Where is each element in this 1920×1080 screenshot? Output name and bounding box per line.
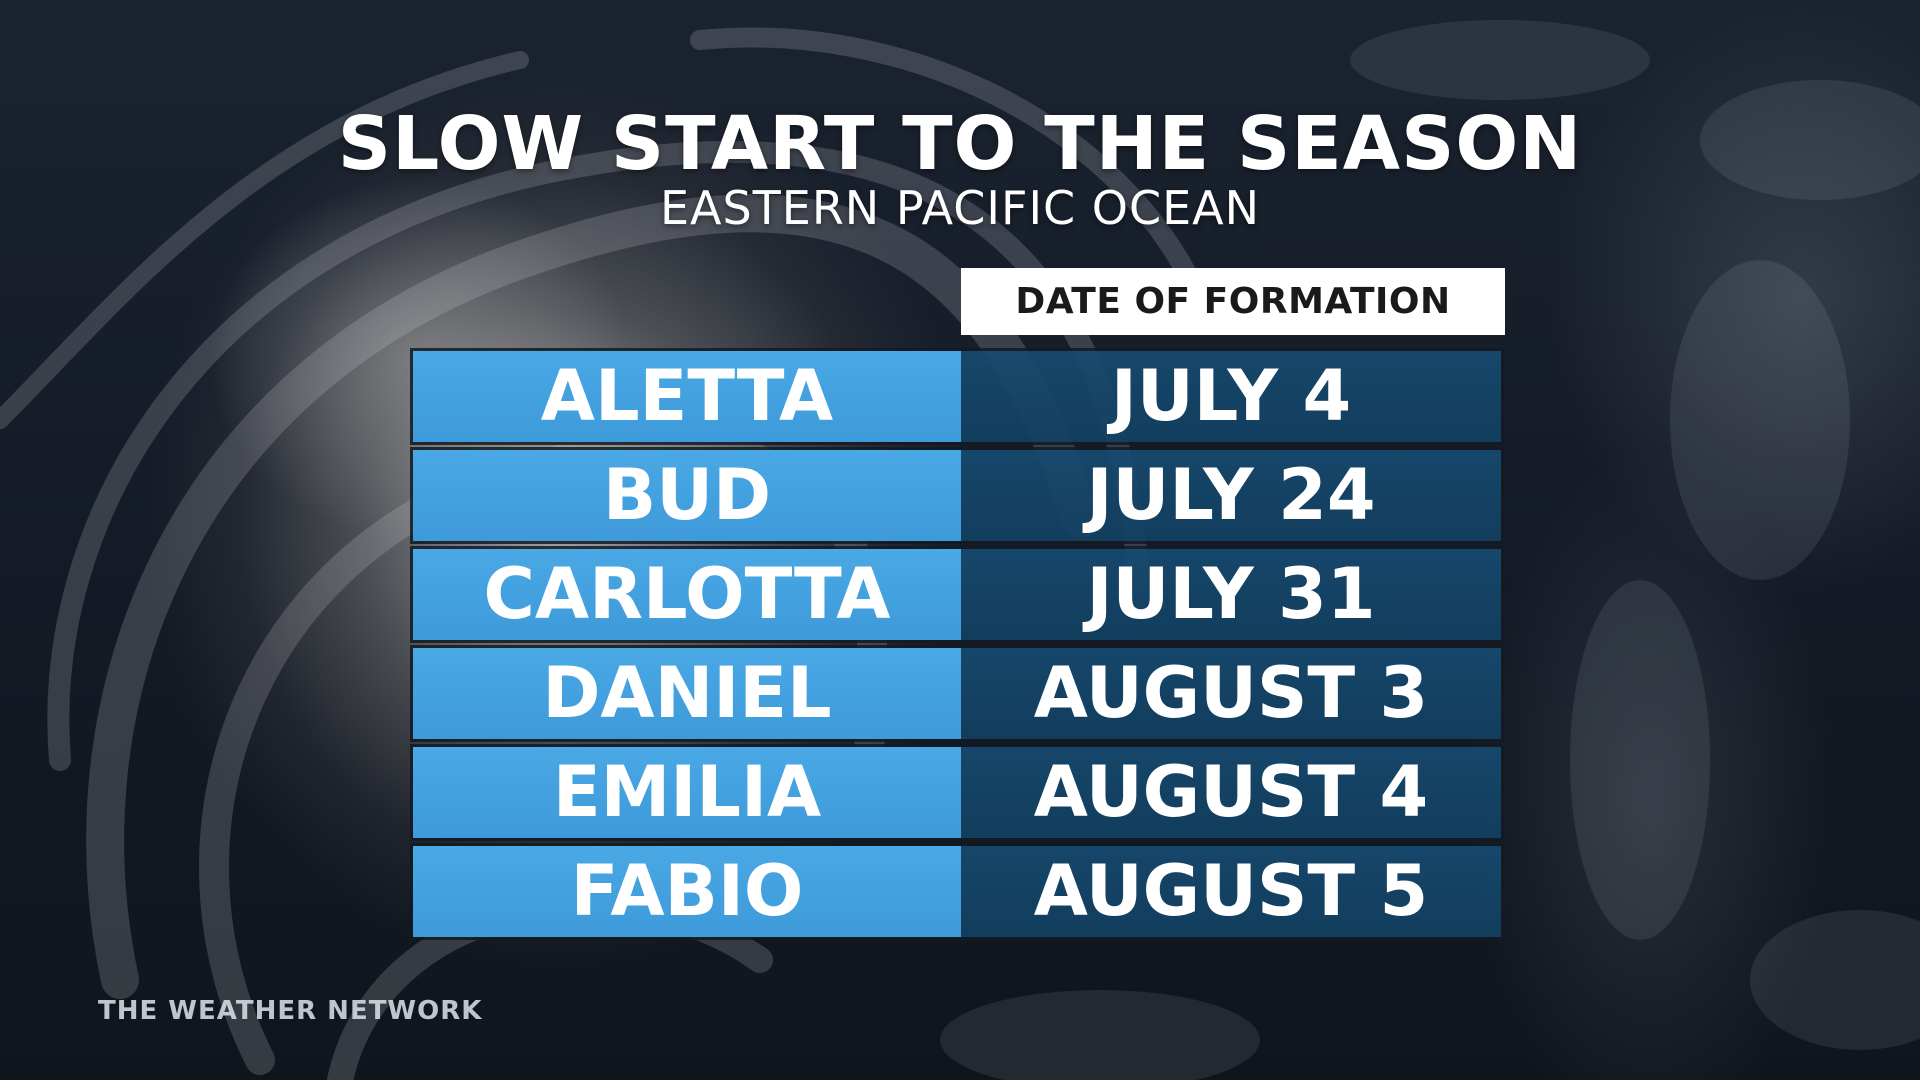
storm-name-cell: EMILIA	[413, 747, 961, 838]
storm-table: ALETTA JULY 4 BUD JULY 24 CARLOTTA JULY …	[413, 351, 1501, 945]
graphic-title: SLOW START TO THE SEASON	[337, 101, 1583, 187]
formation-date-cell: AUGUST 5	[961, 846, 1501, 937]
table-row: CARLOTTA JULY 31	[413, 549, 1501, 640]
formation-date-cell: JULY 24	[961, 450, 1501, 541]
storm-name-cell: DANIEL	[413, 648, 961, 739]
brand-watermark: THE WEATHER NETWORK	[98, 996, 483, 1026]
table-row: DANIEL AUGUST 3	[413, 648, 1501, 739]
formation-date-cell: JULY 31	[961, 549, 1501, 640]
date-of-formation-header: DATE OF FORMATION	[961, 268, 1505, 335]
storm-name-cell: ALETTA	[413, 351, 961, 442]
table-row: FABIO AUGUST 5	[413, 846, 1501, 937]
storm-name-cell: CARLOTTA	[413, 549, 961, 640]
formation-date-cell: AUGUST 3	[961, 648, 1501, 739]
table-row: ALETTA JULY 4	[413, 351, 1501, 442]
storm-name-cell: FABIO	[413, 846, 961, 937]
table-row: BUD JULY 24	[413, 450, 1501, 541]
formation-date-cell: JULY 4	[961, 351, 1501, 442]
graphic-subtitle: EASTERN PACIFIC OCEAN	[659, 181, 1261, 235]
formation-date-cell: AUGUST 4	[961, 747, 1501, 838]
storm-name-cell: BUD	[413, 450, 961, 541]
table-row: EMILIA AUGUST 4	[413, 747, 1501, 838]
